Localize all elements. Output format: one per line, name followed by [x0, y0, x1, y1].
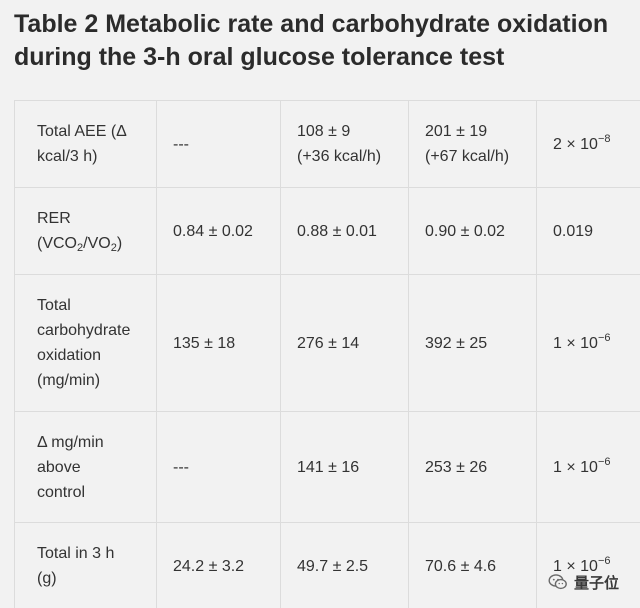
cell-value: 108 ± 9 [297, 123, 351, 140]
label-part: (VCO [37, 235, 77, 252]
row-label-line: RER [37, 210, 71, 227]
cell-value: 0.90 ± 0.02 [425, 222, 505, 240]
cell-value: 201 ± 19 [425, 123, 488, 140]
label-part: ) [116, 235, 123, 252]
source-watermark: 量子位 [548, 570, 619, 594]
label-subscript: 2 [110, 242, 117, 254]
row-label-line: Total in 3 h [37, 545, 115, 562]
table-cell: 70.6 ± 4.6 [408, 522, 537, 608]
row-label-line: carbohydrate [37, 322, 131, 339]
row-label-cell: Total AEE (Δ kcal/3 h) [14, 100, 157, 188]
p-value-exponent: −6 [597, 331, 611, 344]
cell-value: 392 ± 25 [425, 334, 488, 352]
cell-value-note: (+67 kcal/h) [425, 148, 510, 165]
row-label-cell: Δ mg/min above control [14, 411, 157, 523]
table-title-line-2: during the 3-h oral glucose tolerance te… [14, 43, 505, 71]
cell-value: 253 ± 26 [425, 458, 488, 476]
row-label-line: above [37, 458, 81, 476]
row-label-line: control [37, 483, 86, 501]
table-cell: 0.88 ± 0.01 [280, 187, 409, 275]
label-subscript: 2 [77, 242, 84, 254]
row-label-line: (mg/min) [37, 372, 101, 389]
p-value-cell: 1 × 10−6 [536, 274, 640, 412]
wechat-icon [548, 574, 567, 590]
metabolic-table: Total AEE (Δ kcal/3 h) --- 108 ± 9 (+36 … [14, 100, 640, 608]
row-label-line: Total AEE (Δ [37, 123, 127, 140]
cell-value: --- [173, 458, 189, 476]
cell-value: 24.2 ± 3.2 [173, 557, 245, 575]
row-label-line: (VCO2/VO2) [37, 235, 123, 254]
table-cell: 0.90 ± 0.02 [408, 187, 537, 275]
table-row-carb-oxidation: Total carbohydrate oxidation (mg/min) 13… [14, 274, 640, 412]
table-row-total-aee: Total AEE (Δ kcal/3 h) --- 108 ± 9 (+36 … [14, 100, 640, 188]
p-value-cell: 0.019 [536, 187, 640, 275]
cell-value: 135 ± 18 [173, 334, 236, 352]
table-cell: 0.84 ± 0.02 [156, 187, 281, 275]
table-cell: 135 ± 18 [156, 274, 281, 412]
cell-value-note: (+36 kcal/h) [297, 148, 382, 165]
p-value: 0.019 [553, 222, 594, 240]
p-value-cell: 1 × 10−6 [536, 522, 640, 608]
cell-value: 49.7 ± 2.5 [297, 557, 369, 575]
p-value-base: 1 × 10 [553, 458, 598, 476]
table-row-total-in-3h: Total in 3 h (g) 24.2 ± 3.2 49.7 ± 2.5 7… [14, 522, 640, 608]
p-value-base: 2 × 10 [553, 135, 598, 153]
p-value-cell: 2 × 10−8 [536, 100, 640, 188]
cell-value: 70.6 ± 4.6 [425, 557, 497, 575]
table-title-line-1: Table 2 Metabolic rate and carbohydrate … [14, 10, 609, 38]
table-cell: 141 ± 16 [280, 411, 409, 523]
row-label-line: kcal/3 h) [37, 148, 98, 165]
table-cell: 49.7 ± 2.5 [280, 522, 409, 608]
cell-value: 276 ± 14 [297, 334, 360, 352]
table-cell: --- [156, 100, 281, 188]
p-value-base: 1 × 10 [553, 557, 598, 575]
row-label-cell: Total carbohydrate oxidation (mg/min) [14, 274, 157, 412]
cell-value: 0.88 ± 0.01 [297, 222, 377, 240]
row-label-cell: Total in 3 h (g) [14, 522, 157, 608]
table-cell: 201 ± 19 (+67 kcal/h) [408, 100, 537, 188]
metabolic-table-container: Total AEE (Δ kcal/3 h) --- 108 ± 9 (+36 … [14, 100, 640, 608]
table-cell: 24.2 ± 3.2 [156, 522, 281, 608]
watermark-text: 量子位 [574, 573, 620, 592]
p-value-base: 1 × 10 [553, 334, 598, 352]
table-cell: 108 ± 9 (+36 kcal/h) [280, 100, 409, 188]
row-label-line: (g) [37, 570, 57, 587]
table-row-rer: RER (VCO2/VO2) 0.84 ± 0.02 0.88 ± 0.01 0… [14, 187, 640, 275]
table-row-delta-above-control: Δ mg/min above control --- 141 ± 16 253 … [14, 411, 640, 523]
p-value-exponent: −6 [597, 455, 611, 468]
row-label-line: Total [37, 297, 71, 314]
table-cell: --- [156, 411, 281, 523]
cell-value: --- [173, 135, 189, 153]
row-label-line: oxidation [37, 347, 102, 364]
table-title: Table 2 Metabolic rate and carbohydrate … [14, 8, 634, 74]
p-value-exponent: −8 [597, 132, 611, 145]
row-label-cell: RER (VCO2/VO2) [14, 187, 157, 275]
table-cell: 276 ± 14 [280, 274, 409, 412]
cell-value: 141 ± 16 [297, 458, 360, 476]
cell-value: 0.84 ± 0.02 [173, 222, 253, 240]
label-part: /VO [83, 235, 111, 252]
table-cell: 392 ± 25 [408, 274, 537, 412]
table-cell: 253 ± 26 [408, 411, 537, 523]
p-value-exponent: −6 [597, 554, 611, 567]
p-value-cell: 1 × 10−6 [536, 411, 640, 523]
row-label-line: Δ mg/min [37, 433, 104, 451]
